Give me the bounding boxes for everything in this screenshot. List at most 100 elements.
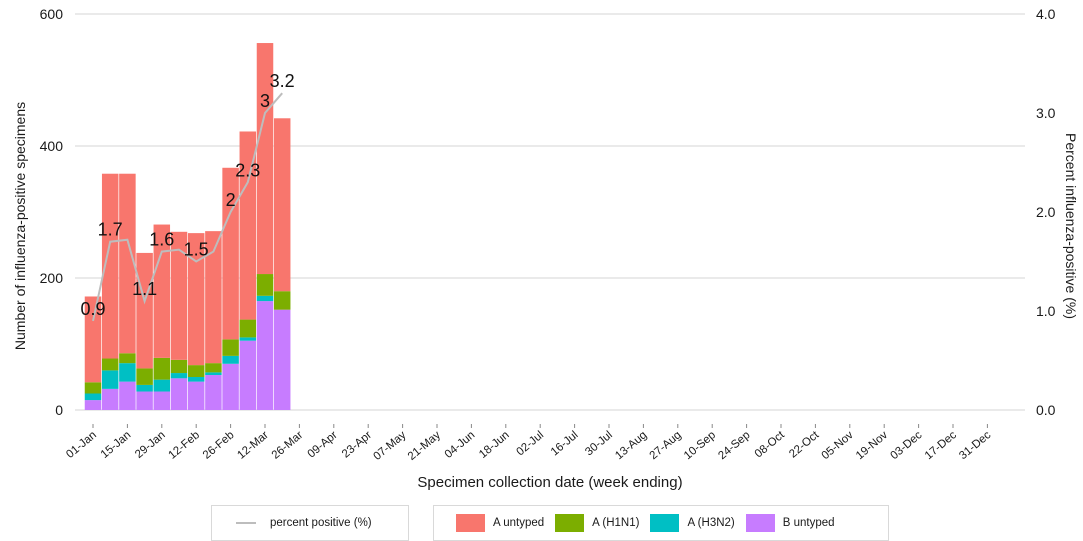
bar-segment-a-h3n2 <box>101 370 119 389</box>
x-tick-label: 26-Mar <box>270 429 306 462</box>
x-tick-label: 29-Jan <box>133 429 168 461</box>
bar-segment-a-untyped <box>187 233 205 366</box>
bar-segment-a-h1n1 <box>222 339 239 356</box>
legend-label: A (H3N2) <box>687 517 735 529</box>
bar-segment-a-h3n2 <box>153 379 171 392</box>
y-tick-label: 400 <box>40 138 64 154</box>
bar-segment-a-h1n1 <box>187 365 205 377</box>
bar-segment-a-h1n1 <box>170 359 188 374</box>
x-tick-label: 23-Apr <box>340 429 374 460</box>
legend-item-a-h1n1: A (H1N1) <box>555 514 639 532</box>
x-tick-label: 24-Sep <box>716 429 752 462</box>
bar-segment-b-untyped <box>153 391 171 410</box>
x-tick-label: 02-Jul <box>514 429 546 458</box>
data-label: 1.7 <box>98 220 123 240</box>
bar-segment-a-untyped <box>101 173 119 359</box>
bar-segment-b-untyped <box>187 381 205 410</box>
x-tick-label: 16-Jul <box>549 429 581 458</box>
bars <box>84 43 291 410</box>
legend-label: A (H1N1) <box>592 517 640 529</box>
y2-tick-label: 0.0 <box>1036 402 1056 418</box>
y2-tick-label: 1.0 <box>1036 303 1056 319</box>
legend-item-a-untyped: A untyped <box>456 514 544 532</box>
x-tick-label: 08-Oct <box>753 429 788 461</box>
bar-segment-b-untyped <box>222 363 239 410</box>
legend-label: B untyped <box>782 517 835 529</box>
bar-segment-a-untyped <box>84 296 102 383</box>
x-tick-label: 27-Aug <box>648 429 684 462</box>
bar-segment-a-h1n1 <box>136 368 153 385</box>
legend-item-a-h3n2: A (H3N2) <box>650 514 735 532</box>
x-tick-label: 10-Sep <box>682 429 718 462</box>
data-label: 1.1 <box>132 279 157 299</box>
bar-segment-a-h3n2 <box>136 384 153 392</box>
x-tick-label: 13-Aug <box>613 429 649 462</box>
x-tick-label: 12-Mar <box>235 429 271 462</box>
bar-segment-a-untyped <box>239 131 257 320</box>
y2-tick-label: 4.0 <box>1036 6 1056 22</box>
y-axis-left: 0 200 400 600 <box>40 6 64 418</box>
x-tick-label: 22-Oct <box>787 429 822 461</box>
x-tick-label: 04-Jun <box>443 429 478 461</box>
bar-segment-b-untyped <box>84 400 102 410</box>
bar-segment-b-untyped <box>136 391 153 410</box>
x-tick-label: 31-Dec <box>957 429 993 462</box>
bar-segment-a-h1n1 <box>205 363 222 373</box>
bar-segment-a-h1n1 <box>239 319 257 338</box>
bar-segment-a-untyped <box>205 231 222 364</box>
x-tick-label: 15-Jan <box>99 429 134 461</box>
legend-swatch <box>456 514 485 532</box>
x-tick-label: 07-May <box>371 429 408 463</box>
legend-swatch <box>650 514 680 532</box>
y2-tick-label: 2.0 <box>1036 204 1056 220</box>
legend-label: A untyped <box>493 517 545 529</box>
x-axis-title: Specimen collection date (week ending) <box>417 474 682 491</box>
bar-segment-a-untyped <box>136 252 153 369</box>
bar-segment-a-h1n1 <box>84 382 102 394</box>
bar-segment-b-untyped <box>170 378 188 410</box>
bar-segment-a-h1n1 <box>119 353 136 364</box>
data-label: 3.2 <box>270 71 295 91</box>
y-tick-label: 600 <box>40 6 64 22</box>
x-tick-label: 01-Jan <box>64 429 99 461</box>
bar-segment-a-h1n1 <box>153 357 171 380</box>
line-data-labels: 0.9 1.7 1.1 1.6 1.5 2 2.3 33.2 <box>80 71 294 319</box>
y2-tick-label: 3.0 <box>1036 105 1056 121</box>
x-tick-label: 12-Feb <box>167 429 203 462</box>
legend-label: percent positive (%) <box>270 517 372 529</box>
x-tick-label: 26-Feb <box>201 429 237 462</box>
y-tick-label: 200 <box>40 270 64 286</box>
bar-segment-a-h3n2 <box>170 373 188 379</box>
bar-segment-a-h3n2 <box>187 377 205 382</box>
bar-segment-a-untyped <box>170 231 188 360</box>
data-label: 2 <box>226 190 236 210</box>
x-axis: 01-Jan 15-Jan 29-Jan12-Feb26-Feb12-Mar26-M… <box>64 424 994 463</box>
bar-segment-a-h1n1 <box>273 291 291 310</box>
legend-swatch <box>745 514 775 532</box>
chart: 0.9 1.7 1.1 1.6 1.5 2 2.3 33.2 0 200 400 600 0.0 1.… <box>12 6 1079 491</box>
bar-segment-b-untyped <box>101 388 119 410</box>
data-label: 3 <box>260 91 270 111</box>
y-tick-label: 0 <box>55 402 63 418</box>
legend-item-b-untyped: B untyped <box>745 514 835 532</box>
bar-segment-a-untyped <box>153 224 171 358</box>
legend-item-percent-positive: percent positive (%) <box>236 517 372 529</box>
percent-line <box>92 92 283 322</box>
bar-segment-a-h3n2 <box>205 372 222 376</box>
bar-segment-a-untyped <box>256 43 274 275</box>
x-tick-label: 17-Dec <box>923 429 959 462</box>
y2-axis-title: Percent influenza-positive (%) <box>1063 133 1079 319</box>
x-tick-label: 18-Jun <box>477 429 512 461</box>
bar-segment-a-h3n2 <box>239 337 257 341</box>
x-tick-label: 09-Apr <box>306 429 340 460</box>
x-tick-label: 03-Dec <box>888 429 924 462</box>
y-axis-title: Number of influenza-positive specimens <box>12 102 28 350</box>
bar-segment-b-untyped <box>239 340 257 410</box>
data-label: 1.6 <box>149 230 174 250</box>
legend-line: percent positive (%) <box>211 505 409 541</box>
bar-segment-a-untyped <box>119 173 136 354</box>
legend-swatch <box>555 514 585 532</box>
bar-segment-a-h3n2 <box>119 363 136 382</box>
data-label: 2.3 <box>235 160 260 180</box>
legend-bars: A untyped A (H1N1) A (H3N2) B untyped <box>433 505 889 541</box>
